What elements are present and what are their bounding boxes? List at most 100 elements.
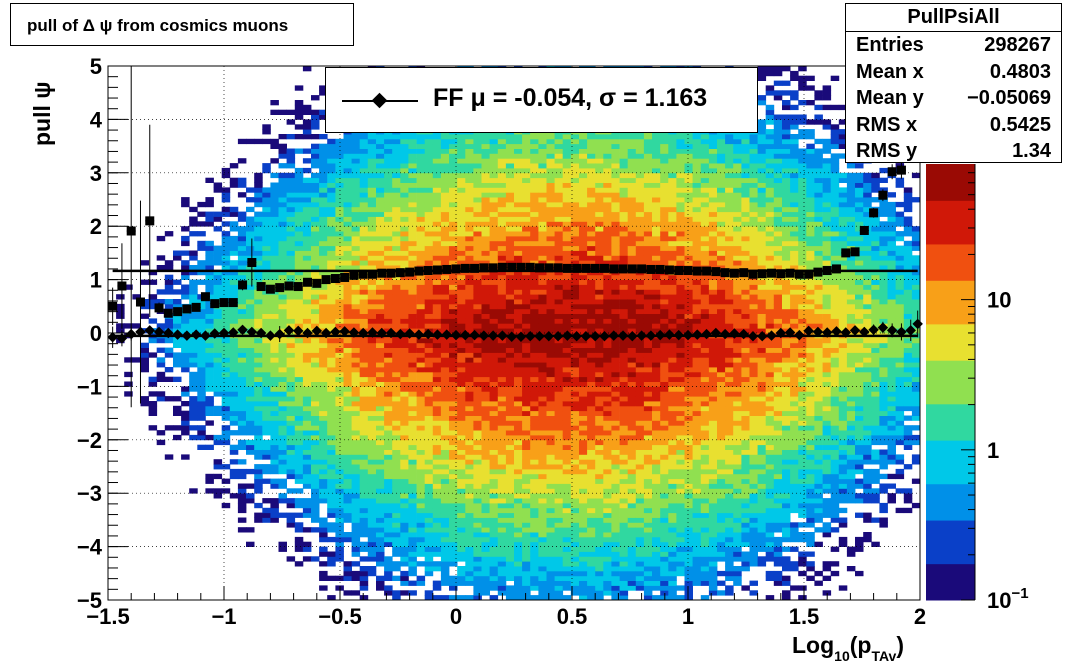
heatmap-cell [343, 158, 352, 164]
heatmap-cell [359, 182, 369, 188]
heatmap-cell [570, 187, 580, 193]
heatmap-cell [408, 289, 417, 295]
heatmap-cell [522, 580, 531, 586]
heatmap-cell [538, 527, 547, 533]
heatmap-cell [489, 551, 499, 557]
heatmap-cell [554, 158, 564, 164]
heatmap-cell [579, 177, 588, 183]
heatmap-cell [367, 381, 377, 387]
heatmap-cell [392, 294, 401, 300]
heatmap-cell [343, 381, 352, 387]
heatmap-cell [400, 192, 409, 198]
heatmap-cell [530, 483, 539, 489]
heatmap-cell [449, 172, 458, 179]
heatmap-cell [538, 201, 547, 208]
heatmap-cell [254, 381, 263, 387]
heatmap-cell [278, 328, 287, 334]
heatmap-cell [489, 192, 499, 198]
heatmap-cell [270, 376, 279, 382]
heatmap-cell [514, 376, 523, 382]
heatmap-cell [262, 299, 271, 305]
heatmap-cell [229, 323, 239, 329]
heatmap-cell [351, 415, 361, 421]
heatmap-cell [522, 498, 531, 504]
heatmap-cell [611, 172, 620, 179]
heatmap-cell [302, 250, 312, 256]
heatmap-cell [497, 143, 507, 149]
heatmap-cell [237, 318, 247, 324]
heatmap-cell [473, 197, 482, 203]
heatmap-cell [197, 323, 206, 329]
heatmap-cell [254, 138, 263, 145]
heatmap-cell [237, 517, 247, 523]
heatmap-cell [408, 308, 417, 314]
heatmap-cell [595, 585, 604, 591]
heatmap-cell [392, 488, 401, 494]
heatmap-cell [440, 434, 450, 441]
heatmap-cell [587, 401, 596, 407]
heatmap-cell [205, 197, 214, 203]
heatmap-cell [481, 468, 490, 475]
heatmap-cell [408, 221, 417, 227]
heatmap-cell [595, 221, 604, 227]
heatmap-cell [359, 449, 369, 455]
heatmap-cell [514, 498, 523, 504]
heatmap-cell [335, 444, 344, 450]
heatmap-cell [367, 211, 377, 217]
heatmap-cell [278, 299, 287, 305]
heatmap-cell [311, 391, 320, 397]
heatmap-cell [489, 566, 499, 572]
heatmap-cell [376, 444, 385, 450]
heatmap-cell [376, 226, 385, 232]
heatmap-cell [384, 386, 393, 392]
heatmap-cell [449, 425, 458, 431]
heatmap-cell [294, 240, 304, 247]
heatmap-cell [554, 386, 564, 392]
heatmap-cell [465, 255, 474, 261]
heatmap-cell [457, 434, 466, 441]
heatmap-cell [278, 396, 287, 402]
heatmap-cell [579, 585, 588, 591]
heatmap-cell [302, 109, 312, 115]
heatmap-cell [311, 231, 320, 237]
heatmap-cell [505, 464, 515, 470]
heatmap-cell [562, 507, 572, 514]
heatmap-cell [595, 420, 604, 426]
heatmap-cell [538, 357, 547, 363]
heatmap-cell [205, 313, 214, 319]
heatmap-cell [424, 313, 434, 319]
heatmap-cell [440, 517, 450, 523]
heatmap-cell [221, 337, 231, 344]
heatmap-cell [254, 483, 263, 489]
heatmap-cell [392, 493, 401, 499]
heatmap-cell [611, 478, 620, 484]
heatmap-cell [530, 585, 539, 591]
heatmap-cell [522, 532, 531, 538]
heatmap-cell [595, 347, 604, 353]
heatmap-cell [376, 488, 385, 494]
heatmap-cell [408, 211, 417, 217]
heatmap-cell [457, 211, 466, 217]
heatmap-cell [384, 167, 393, 174]
heatmap-cell [302, 371, 312, 378]
heatmap-cell [538, 294, 547, 300]
heatmap-cell [465, 201, 474, 208]
heatmap-cell [327, 371, 336, 378]
heatmap-cell [392, 566, 401, 572]
heatmap-cell [335, 425, 344, 431]
heatmap-cell [335, 255, 344, 261]
heatmap-cell [392, 216, 401, 222]
heatmap-cell [392, 376, 401, 382]
heatmap-cell [392, 274, 401, 280]
heatmap-cell [587, 255, 596, 261]
heatmap-cell [457, 153, 466, 159]
heatmap-cell [311, 182, 320, 188]
heatmap-cell [351, 405, 361, 412]
heatmap-cell [400, 551, 409, 557]
heatmap-cell [400, 245, 409, 251]
heatmap-cell [465, 347, 474, 353]
heatmap-cell [481, 371, 490, 378]
heatmap-cell [278, 337, 287, 344]
heatmap-cell [392, 299, 401, 305]
heatmap-cell [221, 425, 231, 431]
